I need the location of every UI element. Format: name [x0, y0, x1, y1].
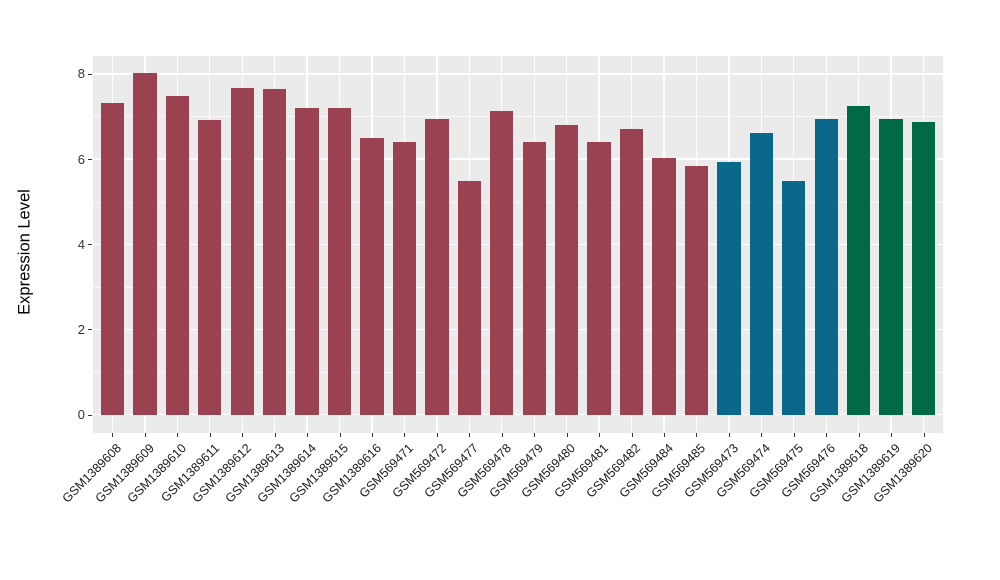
bar-GSM569481 — [587, 141, 611, 415]
x-tick-mark — [631, 433, 633, 437]
x-tick-mark — [501, 433, 503, 437]
major-gridline — [93, 413, 943, 416]
minor-gridline — [93, 116, 943, 118]
major-gridline — [93, 158, 943, 160]
x-tick-mark — [307, 433, 309, 437]
x-tick-mark — [436, 433, 438, 437]
y-axis-title: Expression Level — [15, 189, 34, 315]
y-tick-mark — [88, 73, 92, 75]
x-tick-mark — [599, 433, 601, 437]
bar-GSM1389618 — [846, 106, 871, 415]
bar-GSM1389610 — [165, 96, 189, 415]
x-tick-mark — [891, 433, 893, 437]
x-tick-mark — [144, 433, 146, 437]
bar-GSM1389616 — [360, 137, 384, 415]
major-gridline — [93, 73, 943, 75]
bar-GSM569472 — [425, 119, 449, 415]
x-tick-mark — [534, 433, 536, 437]
y-tick-mark — [88, 414, 92, 416]
bar-GSM569475 — [782, 181, 806, 415]
x-tick-mark — [339, 433, 341, 437]
x-tick-mark — [728, 433, 730, 437]
major-gridline — [93, 328, 943, 331]
bar-GSM569479 — [522, 141, 546, 415]
x-tick-mark — [761, 433, 763, 437]
x-tick-mark — [663, 433, 665, 437]
bar-GSM1389619 — [879, 119, 903, 415]
x-tick-mark — [274, 433, 276, 437]
x-tick-mark — [242, 433, 244, 437]
bar-GSM1389611 — [198, 119, 222, 415]
x-tick-mark — [826, 433, 828, 437]
y-tick-mark — [88, 244, 92, 246]
bar-GSM569473 — [717, 162, 741, 415]
y-tick-mark — [88, 159, 92, 161]
bar-GSM569478 — [490, 110, 514, 415]
minor-gridline — [93, 286, 943, 288]
x-tick-mark — [566, 433, 568, 437]
y-tick-mark — [88, 329, 92, 331]
bar-GSM569482 — [619, 128, 644, 415]
bar-GSM569485 — [684, 165, 709, 415]
minor-gridline — [93, 201, 943, 203]
plot-panel — [93, 56, 943, 433]
y-tick-label: 4 — [77, 236, 85, 252]
bar-GSM569484 — [652, 157, 676, 415]
x-tick-mark — [404, 433, 406, 437]
bar-GSM1389609 — [133, 73, 157, 415]
x-tick-mark — [923, 433, 925, 437]
major-gridline — [93, 243, 943, 245]
bar-GSM569480 — [554, 125, 579, 415]
x-tick-mark — [112, 433, 114, 437]
minor-gridline — [93, 372, 943, 373]
x-tick-mark — [209, 433, 211, 437]
x-tick-mark — [177, 433, 179, 437]
bar-GSM1389614 — [295, 108, 319, 415]
y-tick-label: 6 — [77, 151, 85, 167]
bar-GSM569474 — [749, 133, 773, 415]
bar-GSM1389615 — [327, 107, 352, 415]
bar-GSM569477 — [457, 180, 481, 415]
x-tick-mark — [469, 433, 471, 437]
x-tick-mark — [696, 433, 698, 437]
x-tick-mark — [858, 433, 860, 437]
bar-GSM1389612 — [230, 87, 254, 415]
y-tick-label: 8 — [77, 66, 85, 82]
bar-GSM1389608 — [100, 102, 125, 415]
y-tick-label: 2 — [77, 321, 85, 337]
x-tick-mark — [372, 433, 373, 437]
x-tick-mark — [793, 433, 795, 437]
bar-GSM1389620 — [911, 121, 936, 415]
bar-GSM569471 — [392, 142, 417, 415]
bar-GSM1389613 — [263, 89, 287, 415]
y-tick-label: 0 — [77, 407, 85, 423]
bar-GSM569476 — [814, 119, 838, 415]
